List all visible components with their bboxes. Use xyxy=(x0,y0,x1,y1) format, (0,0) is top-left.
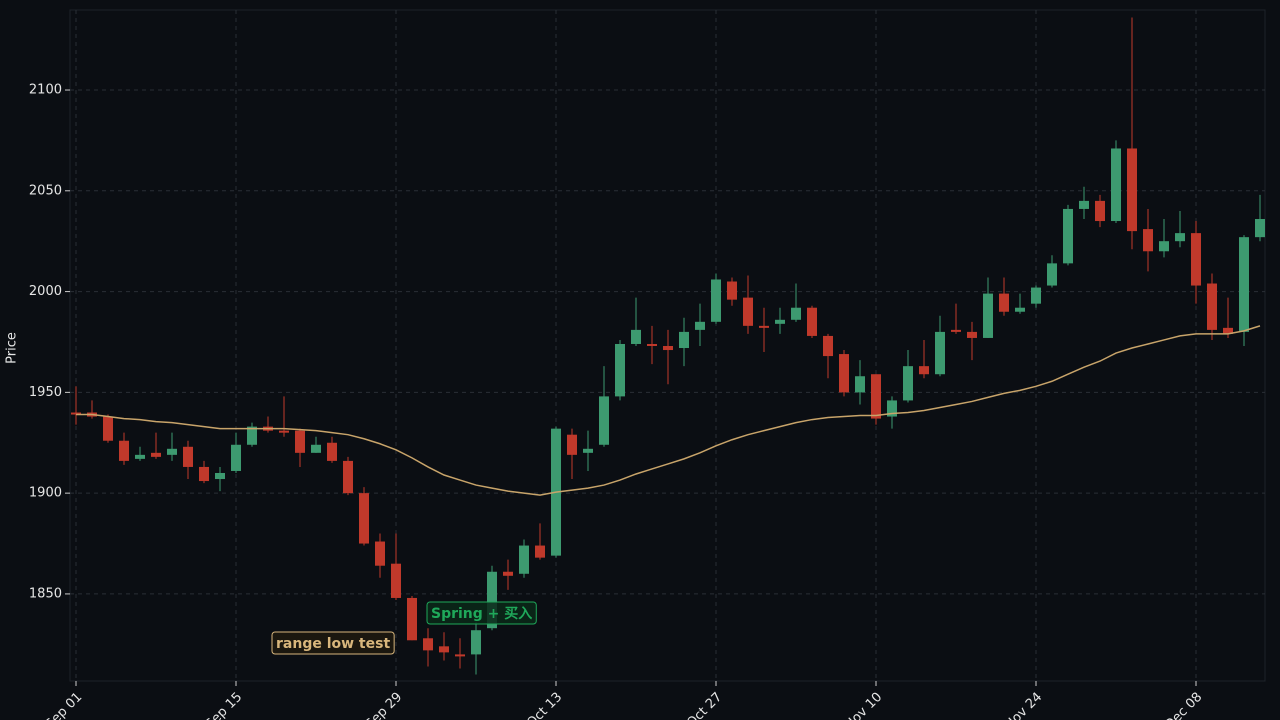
candle-body xyxy=(135,454,145,459)
candle-body xyxy=(967,331,977,338)
candle-body xyxy=(487,571,497,629)
candle-body xyxy=(1175,233,1185,242)
candle-body xyxy=(183,446,193,467)
candle-body xyxy=(855,376,865,393)
candle-body xyxy=(1207,283,1217,330)
candle-body xyxy=(887,400,897,417)
candle-body xyxy=(935,331,945,375)
candle-body xyxy=(71,412,81,415)
y-tick-label: 2100 xyxy=(29,83,62,98)
candle-body xyxy=(1079,200,1089,209)
candle-body xyxy=(1063,208,1073,264)
candle-body xyxy=(1239,237,1249,332)
candle-body xyxy=(1111,148,1121,222)
candle-body xyxy=(679,331,689,349)
candle-body xyxy=(279,430,289,433)
candle-body xyxy=(407,597,417,641)
candle-body xyxy=(311,444,321,453)
candle-body xyxy=(1031,287,1041,304)
candle-body xyxy=(1191,233,1201,286)
candle-body xyxy=(359,493,369,544)
candle-body xyxy=(823,335,833,357)
y-tick-label: 1900 xyxy=(29,486,62,501)
candle-body xyxy=(471,630,481,655)
candle-body xyxy=(599,396,609,445)
candle-body xyxy=(1143,229,1153,252)
candle-body xyxy=(327,442,337,461)
candle-body xyxy=(119,440,129,461)
candle-body xyxy=(247,426,257,445)
candle-body xyxy=(391,563,401,598)
annotation-box xyxy=(426,601,537,625)
y-tick-label: 1950 xyxy=(29,385,62,400)
candle-body xyxy=(1047,263,1057,286)
y-tick-label: 2050 xyxy=(29,183,62,198)
y-tick-label: 2000 xyxy=(29,284,62,299)
annotation-box xyxy=(271,631,395,655)
candle-body xyxy=(871,374,881,419)
candle-body xyxy=(295,430,305,453)
candle-body xyxy=(1255,219,1265,238)
candle-body xyxy=(103,416,113,441)
candle-body xyxy=(983,293,993,338)
plot-frame xyxy=(69,9,1266,682)
candle-body xyxy=(199,466,209,482)
candle-body xyxy=(519,545,529,574)
candle-body xyxy=(375,541,385,566)
candle-body xyxy=(807,307,817,336)
candle-body xyxy=(439,646,449,653)
candle-body xyxy=(631,329,641,344)
candle-body xyxy=(423,638,433,651)
candle-body xyxy=(951,329,961,332)
moving-average-line xyxy=(76,325,1261,496)
candle-body xyxy=(743,297,753,326)
candle-body xyxy=(839,354,849,393)
candle-body xyxy=(503,571,513,576)
candle-body xyxy=(1095,200,1105,222)
candle-body xyxy=(711,279,721,322)
candle-body xyxy=(167,448,177,455)
candle-body xyxy=(1159,241,1169,252)
candle-body xyxy=(215,472,225,480)
candle-body xyxy=(455,654,465,657)
candle-body xyxy=(759,325,769,328)
candle-body xyxy=(663,346,673,351)
y-axis-label: Price xyxy=(5,332,20,364)
candle-body xyxy=(1223,327,1233,334)
candle-body xyxy=(1127,148,1137,232)
candle-body xyxy=(615,343,625,397)
candle-body xyxy=(791,307,801,320)
candle-body xyxy=(231,444,241,471)
candle-body xyxy=(583,448,593,453)
candle-body xyxy=(919,366,929,375)
y-tick-label: 1850 xyxy=(29,586,62,601)
candle-body xyxy=(727,281,737,300)
candle-body xyxy=(903,366,913,401)
candle-body xyxy=(999,293,1009,312)
annotation-text: Spring + 买入 xyxy=(431,606,532,622)
candle-body xyxy=(647,343,657,347)
candle-body xyxy=(151,452,161,457)
annotation-text: range low test xyxy=(276,636,390,652)
candle-body xyxy=(775,319,785,324)
candle-body xyxy=(567,434,577,455)
candle-body xyxy=(695,321,705,330)
candle-body xyxy=(1015,307,1025,312)
candle-body xyxy=(535,545,545,558)
candle-body xyxy=(343,460,353,494)
